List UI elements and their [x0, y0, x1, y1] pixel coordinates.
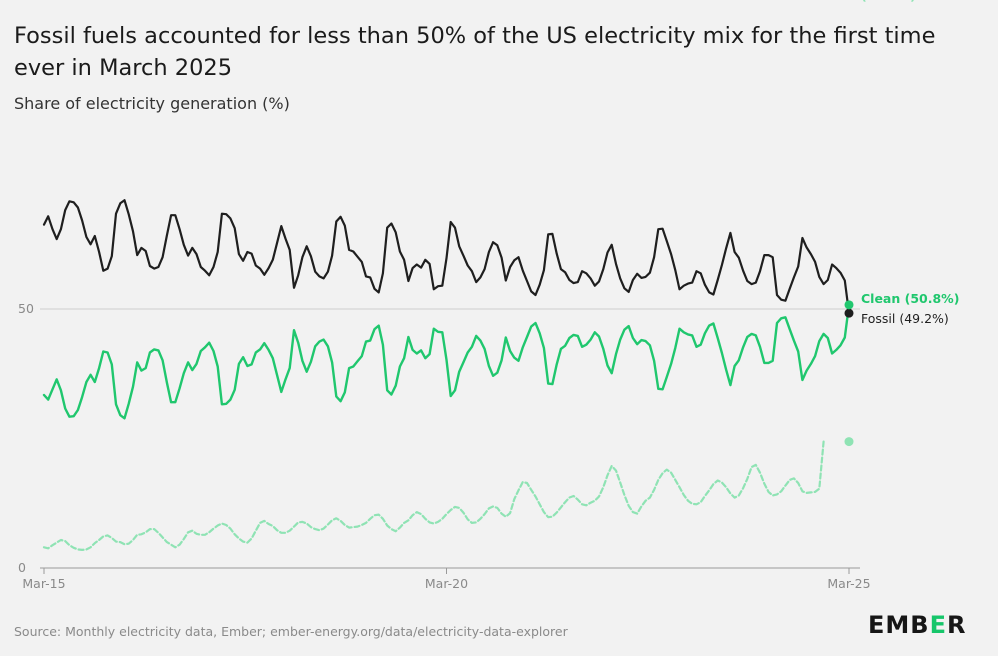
- end-markers: [844, 300, 854, 447]
- end-marker-fossil: [844, 308, 854, 318]
- y-tick-label: 0: [18, 560, 26, 575]
- end-marker-wind_solar: [844, 437, 854, 447]
- x-tick-label: Mar-25: [827, 576, 870, 591]
- series-line-clean: [42, 303, 851, 420]
- x-axis: Mar-15 Mar-20 Mar-25: [22, 568, 871, 591]
- ember-logo-text: EMBER: [868, 611, 966, 639]
- label-clean: Clean (50.8%): [861, 291, 959, 306]
- label-wind-solar: Wind and solar: [861, 0, 968, 3]
- logo-letter: R: [947, 611, 967, 639]
- ember-logo: EMBER: [868, 611, 966, 639]
- gridlines: 0 50: [18, 301, 860, 575]
- end-labels: Clean (50.8%) Fossil (49.2%) Wind and sola…: [861, 0, 968, 326]
- series-lines: [42, 199, 851, 551]
- chart-title: Fossil fuels accounted for less than 50%…: [14, 23, 936, 81]
- label-fossil: Fossil (49.2%): [861, 311, 949, 326]
- chart-subtitle: Share of electricity generation (%): [14, 94, 290, 113]
- logo-letter: E: [868, 611, 886, 639]
- x-tick-label: Mar-20: [425, 576, 468, 591]
- series-line-wind_solar: [42, 440, 825, 551]
- label-wind-solar-value: (24.4%): [861, 0, 916, 3]
- y-tick-label: 50: [18, 301, 34, 316]
- x-tick-label: Mar-15: [22, 576, 65, 591]
- logo-letter: M: [885, 611, 911, 639]
- source-note: Source: Monthly electricity data, Ember;…: [14, 624, 568, 639]
- series-line-fossil: [42, 199, 851, 315]
- logo-letter: E: [929, 611, 947, 639]
- end-marker-clean: [844, 300, 854, 310]
- logo-letter: B: [910, 611, 930, 639]
